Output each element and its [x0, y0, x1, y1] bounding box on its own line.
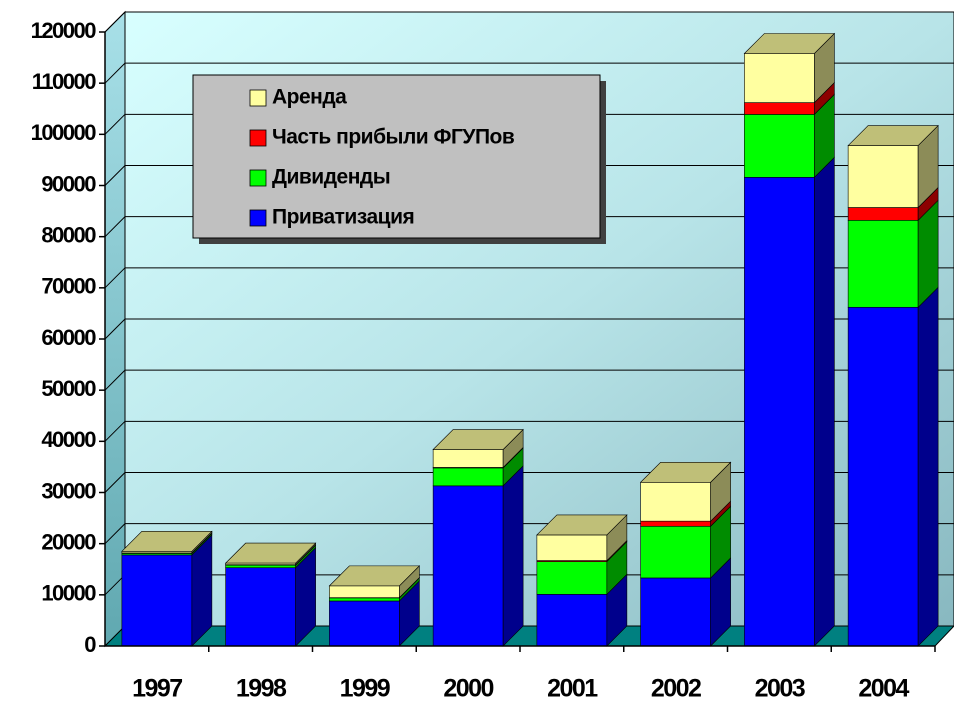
bar-segment	[432, 428, 524, 469]
bar-segment	[224, 542, 317, 566]
grid-line	[104, 62, 954, 84]
bar-segment	[432, 447, 524, 487]
bar-front	[847, 207, 919, 221]
y-tick-label: 30000	[41, 478, 96, 503]
bar-segment	[121, 530, 213, 554]
y-tick-label: 40000	[41, 427, 96, 452]
bar-front	[225, 567, 296, 647]
bar-top	[847, 125, 939, 146]
bar-top	[536, 514, 628, 536]
legend-label: Приватизация	[272, 206, 414, 229]
bar-segment	[225, 546, 316, 647]
y-tick-label: 80000	[41, 222, 96, 247]
grid-line	[104, 267, 954, 289]
grid-line	[104, 11, 954, 33]
bar-front	[847, 219, 919, 308]
bar-front	[744, 102, 815, 115]
bar-front	[536, 534, 608, 561]
bar-segment	[329, 580, 420, 647]
bar-front	[121, 554, 193, 647]
bar-front	[329, 585, 400, 598]
bar-front	[640, 577, 711, 647]
bar-segment	[640, 505, 731, 579]
grid-line	[104, 420, 954, 442]
bar-front	[536, 561, 608, 595]
x-tick-label: 1997	[132, 675, 182, 703]
bar-front	[640, 525, 711, 579]
bar-front	[536, 594, 608, 647]
grid-line	[104, 165, 954, 186]
bar-top	[743, 33, 836, 54]
bar-segment	[639, 461, 732, 522]
grid-line	[104, 318, 954, 340]
bar-front	[640, 520, 711, 527]
x-tick-label: 2000	[443, 675, 493, 703]
y-tick-label: 20000	[41, 529, 96, 554]
y-tick-label: 60000	[41, 325, 96, 350]
y-tick-label: 10000	[41, 581, 96, 606]
bar-segment	[640, 557, 731, 647]
x-tick-label: 2004	[858, 675, 909, 703]
bar-front	[329, 600, 400, 647]
y-tick-label: 50000	[41, 376, 96, 401]
x-tick-label: 1999	[340, 675, 390, 703]
bar-side	[917, 286, 939, 647]
legend-label: Дивиденды	[272, 166, 390, 189]
y-tick-label: 70000	[41, 274, 96, 299]
y-tick-label: 120000	[31, 18, 97, 43]
bar-segment	[847, 199, 939, 309]
legend-swatch	[249, 89, 267, 107]
bar-top	[121, 531, 213, 552]
y-tick-label: 110000	[32, 69, 96, 94]
bar-segment	[536, 573, 628, 647]
bar-front	[744, 177, 815, 647]
labels: 0 10000 20000 30000 40000 50000 60000 70000 8000…	[31, 18, 936, 703]
bars	[121, 32, 939, 647]
y-tick-label: 100000	[31, 120, 97, 145]
bar-front	[640, 481, 711, 522]
bar-front	[329, 597, 400, 602]
bar-segment	[847, 286, 939, 647]
y-tick-label: 0	[84, 632, 96, 657]
legend-swatch	[249, 169, 267, 187]
bar-segment	[432, 465, 524, 647]
bar-segment	[328, 565, 421, 599]
x-tick-label: 1998	[236, 675, 287, 703]
legend-swatch	[249, 129, 267, 147]
bar-top	[328, 565, 421, 587]
bar-front	[744, 53, 815, 103]
bar-top	[639, 461, 732, 483]
grid-line	[104, 369, 954, 391]
bar-segment	[121, 534, 213, 647]
bar-top	[224, 542, 317, 564]
bar-segment	[743, 32, 836, 104]
bar-side	[502, 465, 524, 647]
bar-segment	[744, 156, 835, 647]
bar-front	[225, 564, 296, 569]
bar-segment	[744, 93, 835, 179]
bar-front	[847, 306, 919, 647]
legend-label: Аренда	[272, 86, 347, 109]
grid-line	[104, 113, 954, 135]
y-tick-label: 90000	[41, 171, 96, 196]
bar-top	[432, 429, 524, 450]
bar-front	[744, 114, 815, 178]
bar-side	[814, 156, 835, 647]
bar-front	[432, 467, 504, 487]
bar-front	[847, 145, 919, 208]
legend-swatch	[249, 209, 267, 227]
bar-front	[432, 485, 504, 647]
bar-segment	[847, 124, 939, 209]
grid-line	[104, 216, 954, 238]
x-tick-label: 2002	[651, 675, 701, 703]
legend-entries: Приватизация Дивиденды Часть прибыли ФГУПо…	[249, 86, 515, 229]
bar-segment	[536, 540, 628, 596]
bar-segment	[536, 514, 628, 562]
bar-front	[432, 449, 504, 468]
x-tick-label: 2003	[755, 675, 805, 703]
legend-label: Часть прибыли ФГУПов	[272, 126, 515, 149]
bar-segment	[847, 186, 939, 222]
x-tick-label: 2001	[547, 675, 598, 703]
